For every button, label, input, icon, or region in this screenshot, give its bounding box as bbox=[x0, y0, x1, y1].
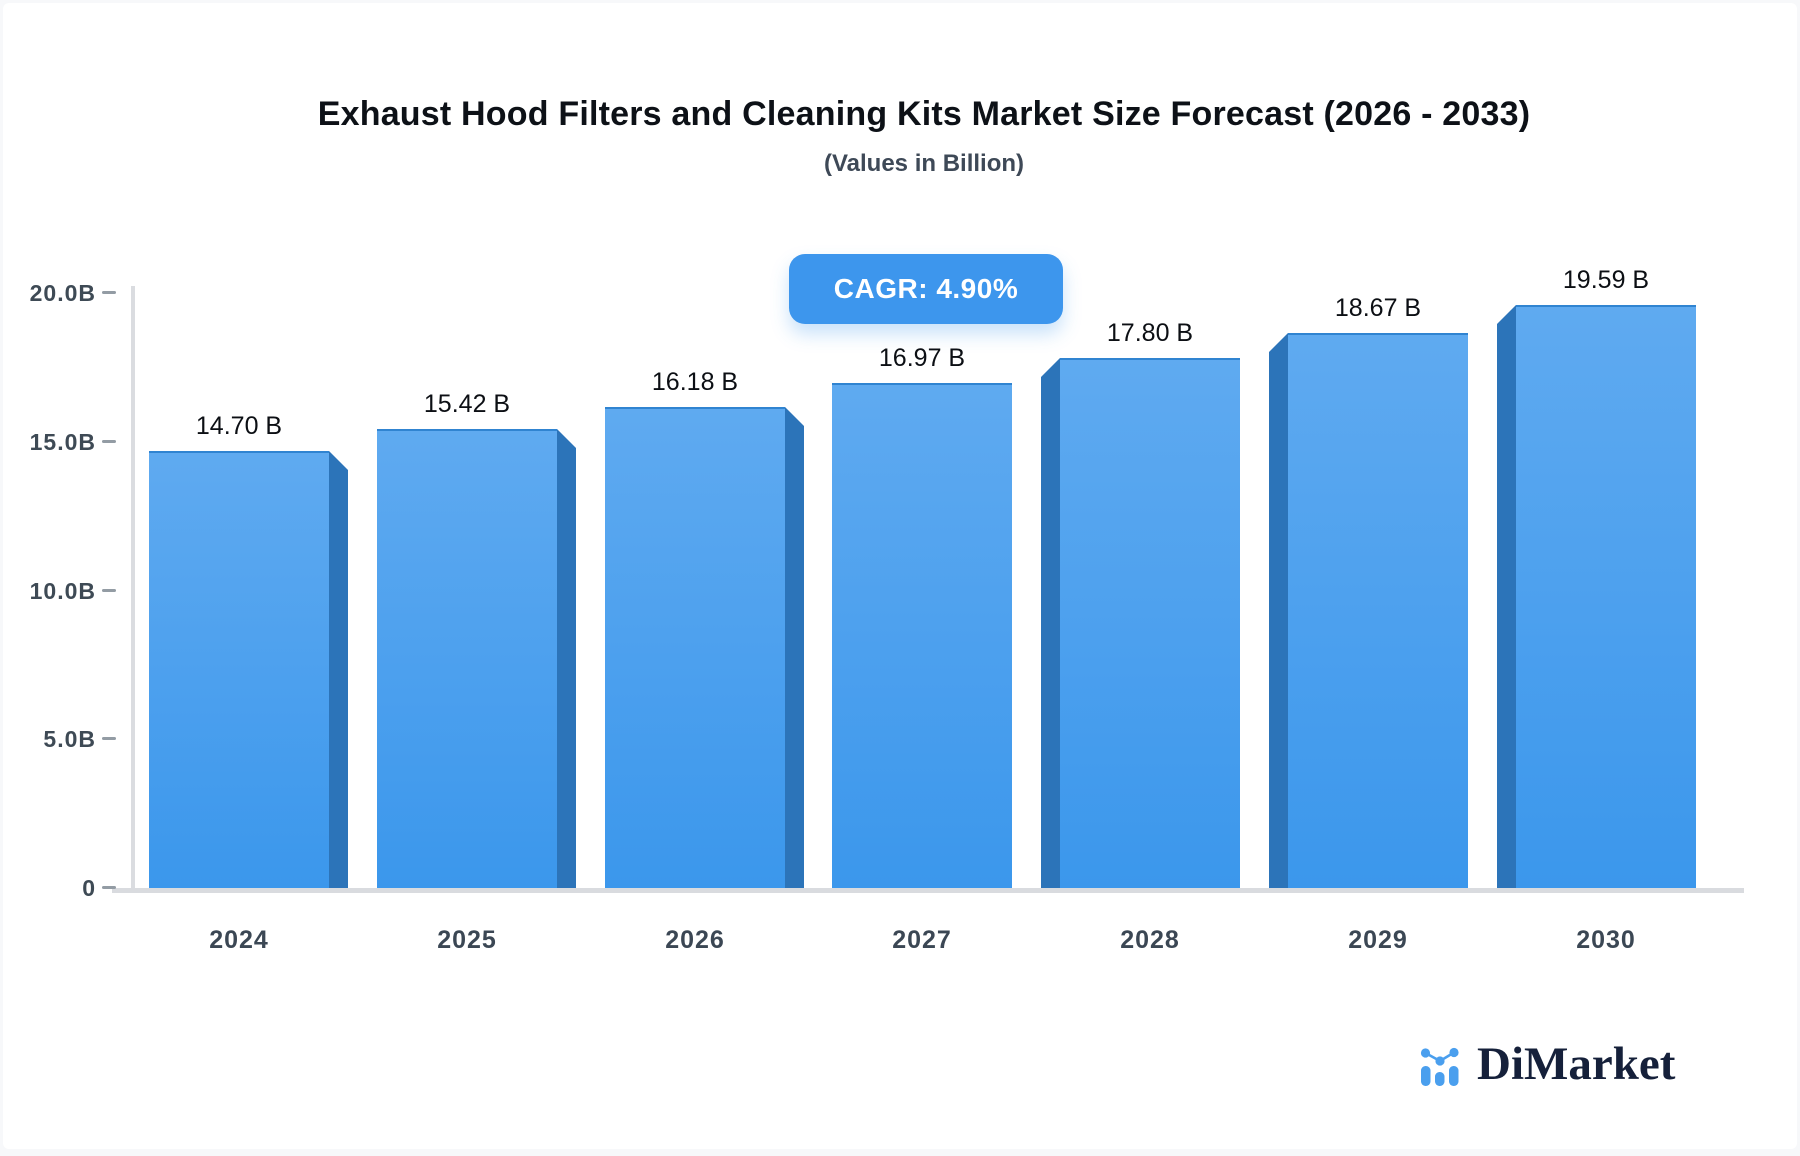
y-axis-tick-label: 10.0B bbox=[29, 577, 96, 604]
bar-side-shading bbox=[1041, 358, 1060, 888]
y-axis-tick-label: 15.0B bbox=[29, 428, 96, 455]
bar-value-label: 14.70 B bbox=[195, 412, 283, 440]
chart-title: Exhaust Hood Filters and Cleaning Kits M… bbox=[317, 95, 1531, 133]
bar-value-label: 15.42 B bbox=[423, 390, 511, 418]
bar-face bbox=[832, 383, 1012, 888]
y-axis-tick-label: 20.0B bbox=[29, 280, 96, 306]
x-axis-label: 2027 bbox=[892, 926, 952, 954]
bar-chart-with-trendline-icon bbox=[1420, 1047, 1459, 1086]
bar bbox=[149, 451, 348, 888]
bar-value-label: 16.97 B bbox=[878, 344, 966, 372]
x-axis-label: 2029 bbox=[1348, 926, 1408, 954]
brand-logo: DiMarket bbox=[1414, 1040, 1675, 1088]
x-axis-label: 2028 bbox=[1120, 926, 1180, 954]
bar-side-shading bbox=[785, 407, 804, 888]
bar-side-shading bbox=[329, 451, 348, 888]
x-axis-baseline bbox=[112, 888, 1744, 893]
brand-name: DiMarket bbox=[1477, 1038, 1676, 1090]
y-axis-tick-mark bbox=[102, 291, 116, 294]
bar bbox=[1497, 305, 1696, 888]
bar bbox=[1041, 358, 1240, 888]
bar bbox=[605, 407, 804, 888]
y-axis-line bbox=[131, 286, 135, 888]
y-axis-tick-label: 0 bbox=[82, 875, 96, 901]
bar-face bbox=[605, 407, 785, 888]
x-axis-label: 2026 bbox=[665, 926, 725, 954]
bar-face bbox=[149, 451, 329, 888]
bar bbox=[1269, 333, 1468, 888]
bar-face bbox=[1516, 305, 1696, 888]
bar-value-label: 19.59 B bbox=[1562, 266, 1650, 294]
bar bbox=[832, 383, 1012, 888]
bar-face bbox=[1288, 333, 1468, 888]
chart-subtitle: (Values in Billion) bbox=[823, 150, 1025, 177]
y-axis-tick-mark bbox=[102, 588, 116, 592]
bar bbox=[377, 429, 576, 888]
bar-side-shading bbox=[557, 429, 576, 888]
x-axis-label: 2025 bbox=[437, 926, 497, 954]
y-axis-tick-label: 5.0B bbox=[43, 726, 96, 753]
bar-side-shading bbox=[1497, 305, 1516, 888]
x-axis-label: 2024 bbox=[209, 926, 269, 954]
bar-value-label: 18.67 B bbox=[1334, 294, 1422, 322]
bar-face bbox=[377, 429, 557, 888]
bar-value-label: 17.80 B bbox=[1106, 319, 1194, 347]
bar-face bbox=[1060, 358, 1240, 888]
cagr-badge: CAGR: 4.90% bbox=[789, 254, 1063, 324]
y-axis-tick-mark bbox=[102, 439, 116, 443]
x-axis-label: 2030 bbox=[1576, 926, 1636, 954]
bar-side-shading bbox=[1269, 333, 1288, 888]
y-axis-tick-mark bbox=[102, 737, 116, 741]
bar-value-label: 16.18 B bbox=[651, 368, 739, 396]
y-axis-tick-mark bbox=[102, 886, 116, 889]
